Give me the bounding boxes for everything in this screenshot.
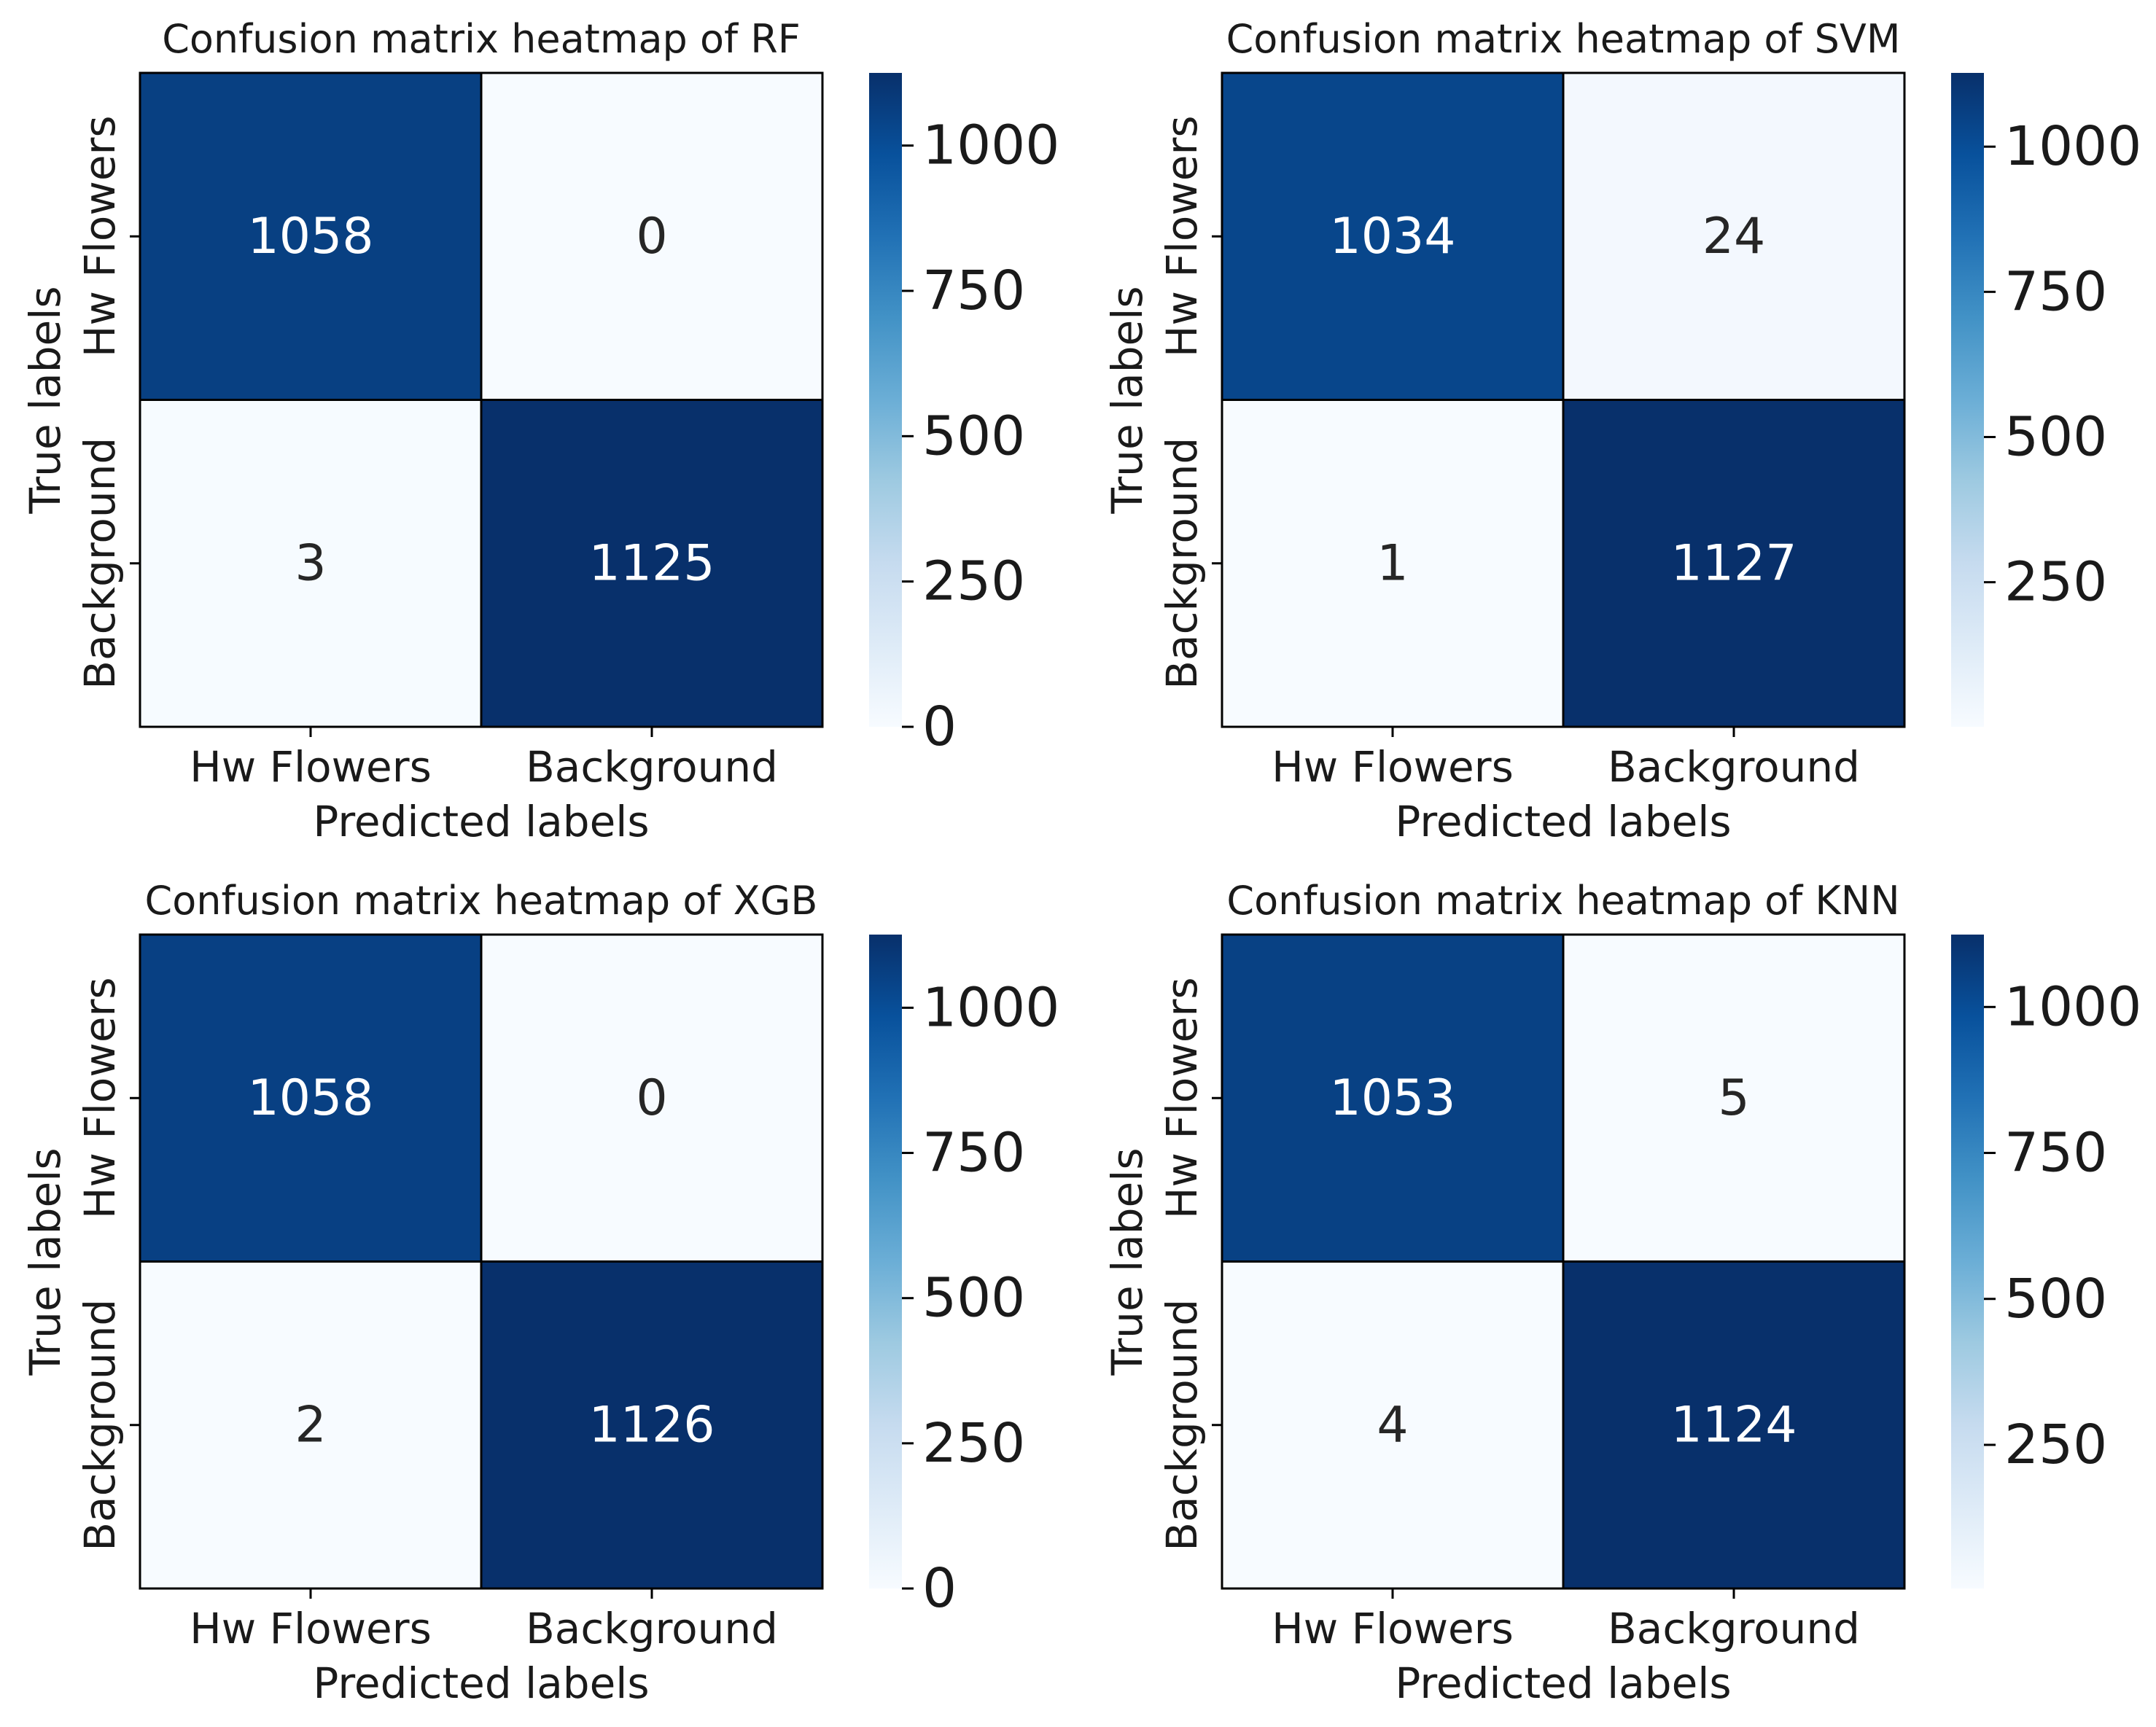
heatmap-cell [1221, 933, 1565, 1263]
cell-value-label: 1126 [588, 1396, 715, 1454]
x-tick-label: Hw Flowers [190, 742, 432, 792]
colorbar-tick-label: 250 [922, 550, 1025, 613]
heatmap-cell [480, 71, 824, 401]
colorbar-tick-label: 1000 [922, 976, 1059, 1039]
heatmap-cell [1562, 71, 1906, 401]
heatmap-cell [1221, 399, 1565, 728]
x-axis-label: Predicted labels [1395, 797, 1731, 846]
colorbar-tick-label: 750 [2004, 260, 2107, 323]
heatmap-panel-3: 1058 0 2 1126 Confusion matrix heatmap of XG… [20, 878, 1059, 1708]
cell-value-label: 24 [1702, 208, 1766, 265]
x-axis-label: Predicted labels [313, 797, 649, 846]
colorbar-tick-label: 250 [922, 1412, 1025, 1475]
colorbar-tick-label: 500 [922, 405, 1025, 467]
heatmap-cell [480, 399, 824, 728]
cell-value-label: 1058 [247, 208, 373, 265]
colorbar [1951, 73, 1984, 727]
x-tick-label: Background [1608, 1604, 1860, 1653]
cell-value-label: 4 [1377, 1396, 1408, 1454]
colorbar-tick-label: 1000 [922, 114, 1059, 177]
y-tick-label: Hw Flowers [75, 977, 125, 1219]
chart-title: Confusion matrix heatmap of KNN [1226, 878, 1899, 924]
y-tick-label: Background [75, 1299, 125, 1551]
y-axis-label: True labels [20, 1147, 70, 1376]
colorbar [1951, 935, 1984, 1588]
x-tick-label: Background [526, 742, 778, 792]
y-tick-label: Background [75, 437, 125, 690]
heatmap-cell [1562, 933, 1906, 1263]
cell-value-label: 0 [636, 1069, 667, 1127]
colorbar [869, 73, 902, 727]
heatmap-cell [139, 399, 483, 728]
heatmap-cell [139, 71, 483, 401]
colorbar-tick-label: 1000 [2004, 115, 2141, 178]
chart-title: Confusion matrix heatmap of SVM [1226, 16, 1901, 62]
heatmap-cell [1562, 1260, 1906, 1590]
y-tick-label: Hw Flowers [75, 115, 125, 357]
colorbar-tick-label: 1000 [2004, 975, 2141, 1038]
x-axis-label: Predicted labels [313, 1658, 649, 1708]
colorbar-tick-label: 500 [2004, 405, 2107, 468]
colorbar-tick-label: 750 [2004, 1122, 2107, 1185]
y-axis-label: True labels [1102, 286, 1152, 514]
cell-value-label: 1 [1377, 534, 1408, 592]
y-tick-label: Background [1157, 1299, 1207, 1551]
chart-title: Confusion matrix heatmap of RF [162, 16, 801, 62]
cell-value-label: 1034 [1329, 208, 1455, 265]
colorbar [869, 935, 902, 1588]
heatmap-cell [139, 1260, 483, 1590]
colorbar-tick-label: 750 [922, 1122, 1025, 1185]
cell-value-label: 1125 [588, 534, 715, 592]
cell-value-label: 1127 [1670, 534, 1797, 592]
colorbar-tick-label: 750 [922, 260, 1025, 322]
chart-title: Confusion matrix heatmap of XGB [145, 878, 818, 924]
colorbar-tick-label: 0 [922, 695, 957, 758]
y-axis-label: True labels [1102, 1147, 1152, 1376]
cell-value-label: 1053 [1329, 1069, 1455, 1127]
colorbar-tick-label: 0 [922, 1557, 957, 1620]
heatmap-panel-4: 1053 5 4 1124 Confusion matrix heatmap of KN… [1102, 878, 2141, 1708]
heatmap-cell [1562, 399, 1906, 728]
x-tick-label: Hw Flowers [190, 1604, 432, 1653]
x-tick-label: Background [526, 1604, 778, 1653]
cell-value-label: 0 [636, 208, 667, 265]
heatmap-panel-2: 1034 24 1 1127 Confusion matrix heatmap of S… [1102, 16, 2141, 846]
x-tick-label: Hw Flowers [1272, 1604, 1514, 1653]
colorbar-tick-label: 250 [2004, 1414, 2107, 1476]
y-tick-label: Hw Flowers [1157, 977, 1207, 1219]
heatmap-cell [139, 933, 483, 1263]
heatmap-cell [480, 1260, 824, 1590]
colorbar-tick-label: 250 [2004, 551, 2107, 614]
x-tick-label: Hw Flowers [1272, 742, 1514, 792]
cell-value-label: 1058 [247, 1069, 373, 1127]
x-axis-label: Predicted labels [1395, 1658, 1731, 1708]
heatmap-cell [1221, 1260, 1565, 1590]
cell-value-label: 5 [1718, 1069, 1749, 1127]
heatmap-panel-1: 1058 0 3 1125 Confusion matrix heatmap of RF… [20, 16, 1059, 846]
y-tick-label: Hw Flowers [1157, 115, 1207, 357]
cell-value-label: 1124 [1670, 1396, 1797, 1454]
y-tick-label: Background [1157, 437, 1207, 690]
cell-value-label: 2 [295, 1396, 326, 1454]
colorbar-tick-label: 500 [922, 1267, 1025, 1330]
cell-value-label: 3 [295, 534, 326, 592]
y-axis-label: True labels [20, 286, 70, 514]
colorbar-tick-label: 500 [2004, 1268, 2107, 1330]
x-tick-label: Background [1608, 742, 1860, 792]
